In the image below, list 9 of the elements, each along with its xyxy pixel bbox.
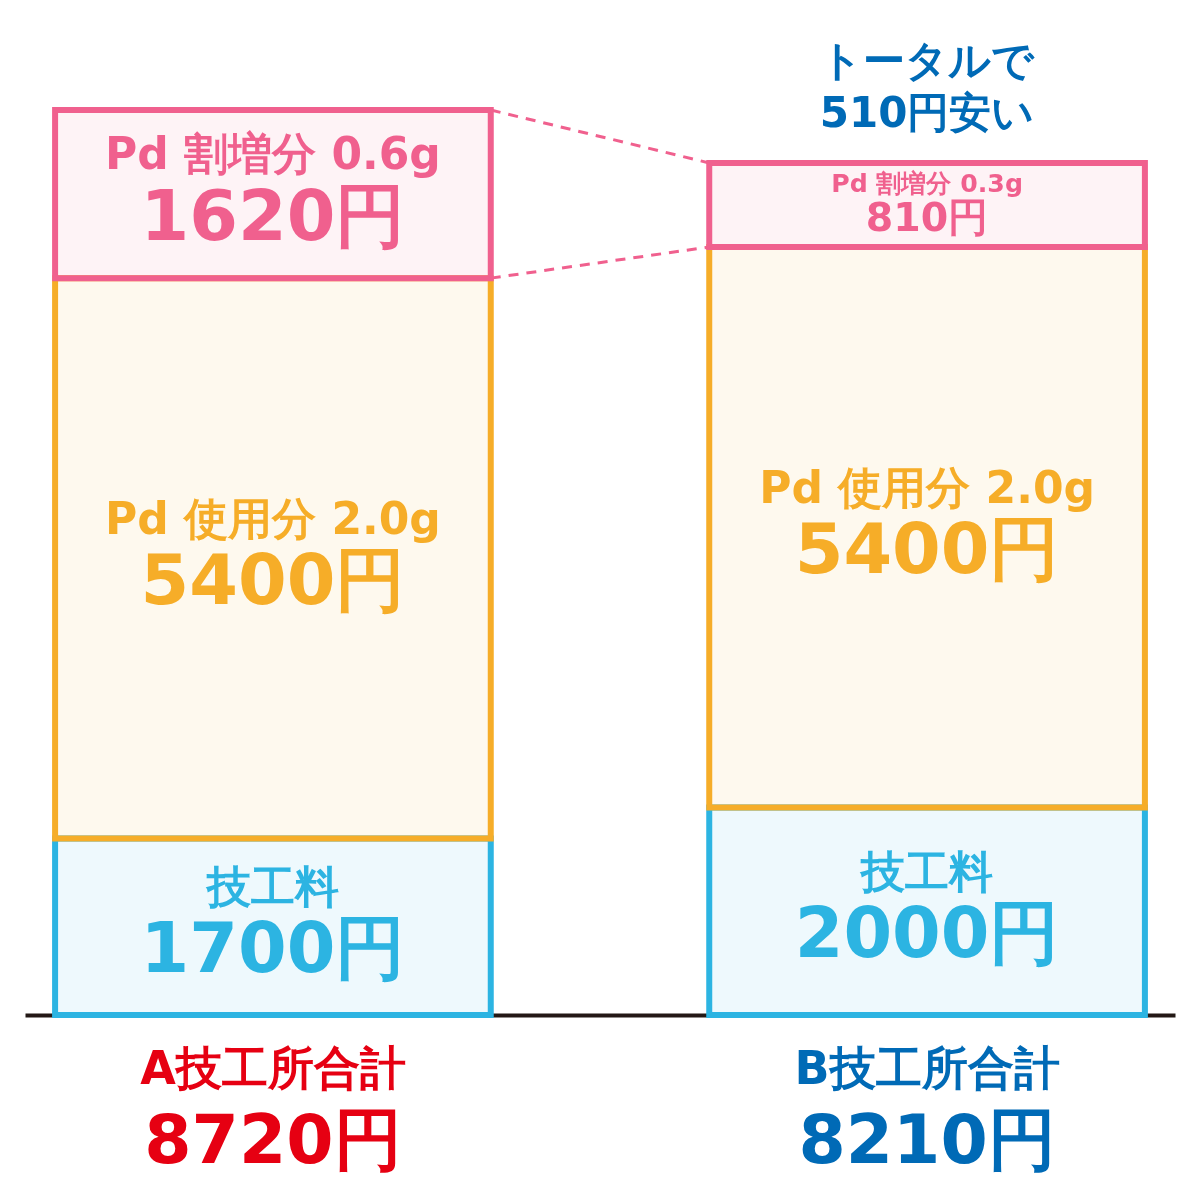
total-label: 8720円: [144, 1100, 402, 1179]
total-label: 8210円: [798, 1100, 1056, 1179]
x-tick-label: A技工所合計: [140, 1041, 406, 1095]
annotation: 510円安い: [819, 87, 1035, 137]
series-label: 技工料: [204, 861, 339, 913]
annotation: Pd 割増分 0.6g: [105, 128, 441, 180]
annotation: Pd 割増分 0.3g: [831, 168, 1023, 198]
text: トータルで: [820, 35, 1036, 85]
x-tick-label: B技工所合計: [794, 1041, 1060, 1095]
